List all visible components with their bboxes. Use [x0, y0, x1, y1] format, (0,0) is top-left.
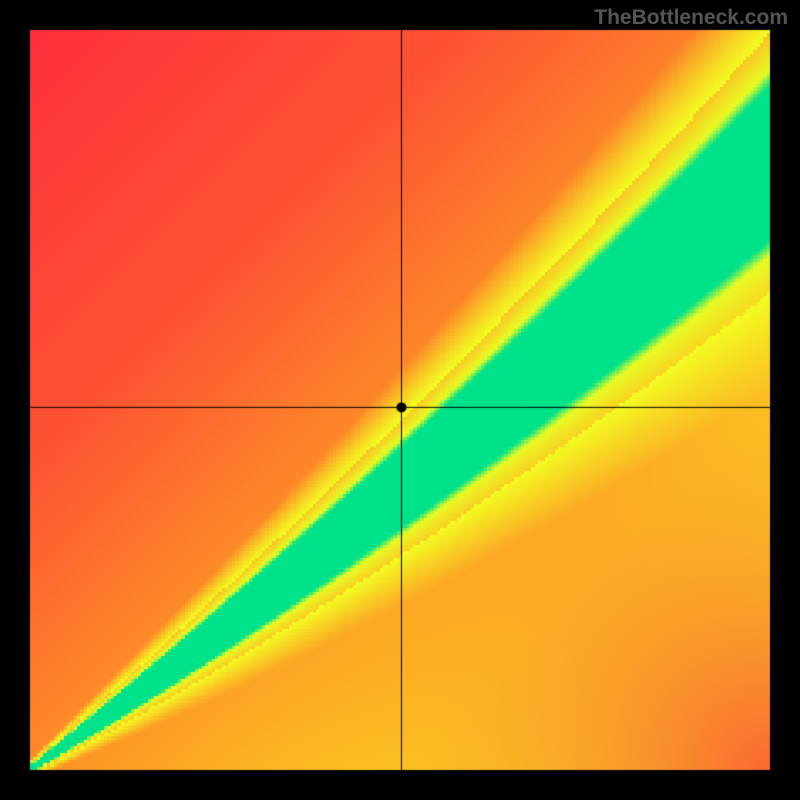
chart-container: { "attribution": { "text": "TheBottlenec… — [0, 0, 800, 800]
attribution-text: TheBottleneck.com — [594, 6, 788, 30]
heatmap-plot — [0, 0, 800, 800]
